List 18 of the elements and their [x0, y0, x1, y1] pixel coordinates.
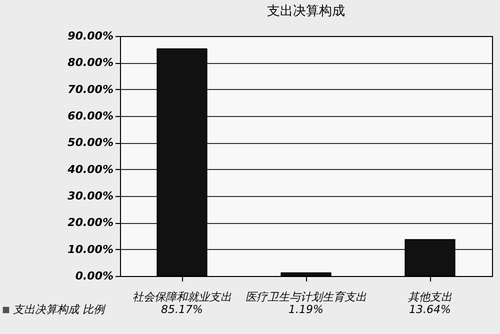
y-tick-label: 60.00% [68, 110, 114, 122]
data-label: 13.64% [409, 303, 451, 316]
y-tick-label: 70.00% [68, 82, 114, 96]
y-tick-label: 0.00% [75, 270, 114, 282]
y-tick-label: 10.00% [68, 242, 114, 256]
data-label: 1.19% [288, 303, 324, 316]
x-tick-label: 社会保障和就业支出 [132, 290, 232, 304]
chart-title: 支出决算构成 [267, 4, 345, 19]
legend-label: 支出决算构成 比例 [13, 303, 106, 316]
x-tick-label: 其他支出 [408, 290, 452, 304]
data-label: 85.17% [161, 303, 203, 316]
y-tick-label: 90.00% [68, 30, 114, 42]
y-tick-label: 30.00% [68, 190, 114, 202]
y-tick-label: 80.00% [68, 56, 114, 70]
x-tick-label: 医疗卫生与计划生育支出 [246, 290, 366, 304]
y-tick-label: 20.00% [68, 216, 114, 230]
y-tick-label: 40.00% [66, 162, 114, 176]
y-tick-label: 50.00% [68, 136, 114, 150]
